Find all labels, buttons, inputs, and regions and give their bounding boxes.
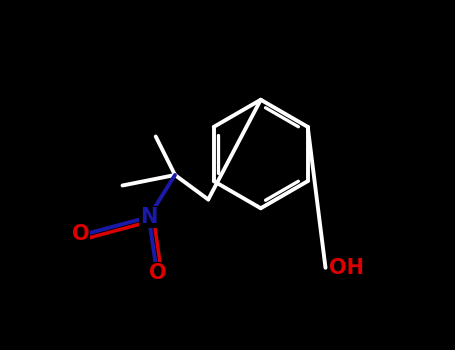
Text: O: O xyxy=(72,224,89,245)
Text: N: N xyxy=(140,207,157,227)
Text: O: O xyxy=(149,263,167,283)
Text: OH: OH xyxy=(329,258,364,278)
